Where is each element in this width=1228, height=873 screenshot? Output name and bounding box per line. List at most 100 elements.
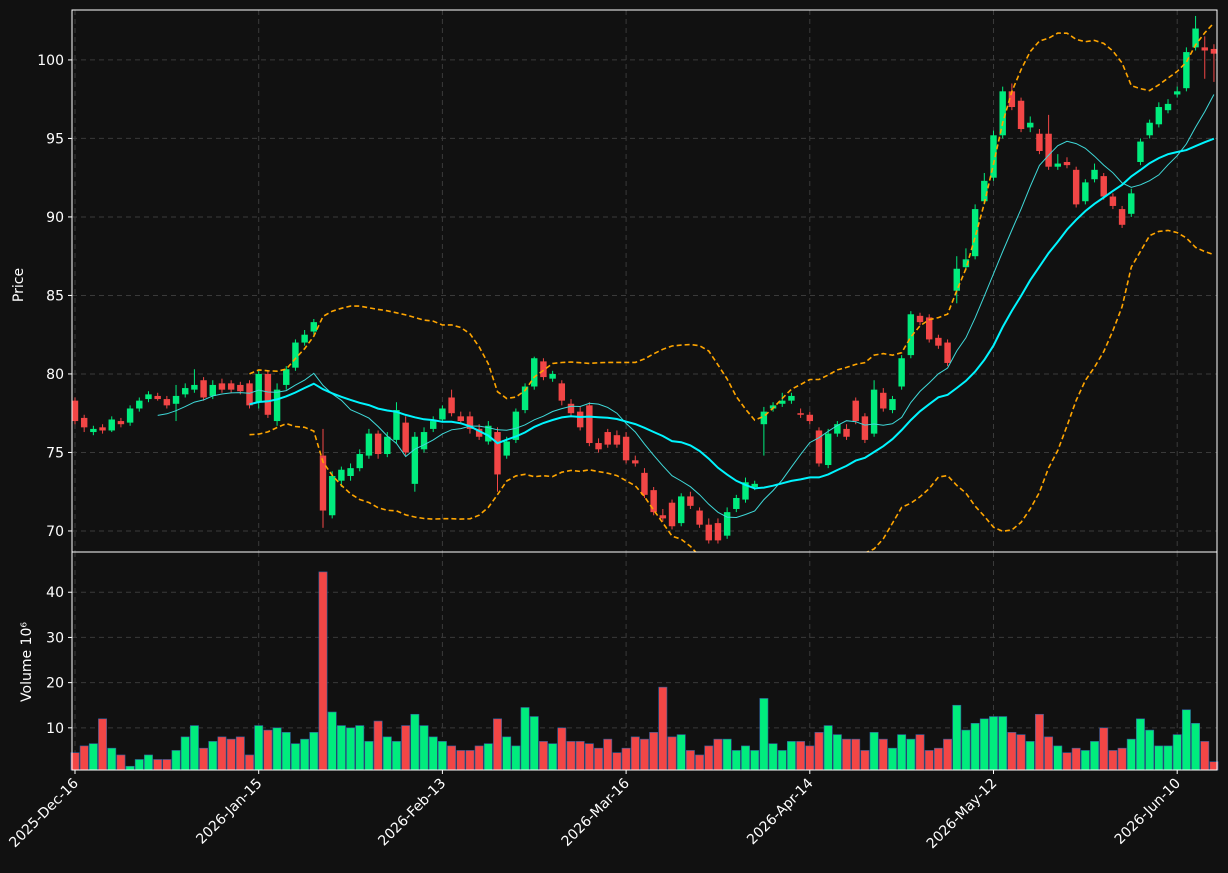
- candle-body: [659, 515, 667, 519]
- volume-bar: [814, 732, 824, 771]
- moving-average: [249, 137, 1215, 490]
- candle-body: [595, 443, 602, 450]
- candle-body: [218, 383, 226, 390]
- volume-bar: [1016, 734, 1026, 771]
- volume-bar: [447, 745, 457, 771]
- candle-body: [834, 424, 841, 434]
- candle-body: [420, 432, 428, 450]
- candle-body: [677, 496, 685, 524]
- volume-panel: [70, 571, 1219, 771]
- candle-body: [475, 428, 483, 437]
- candle-body: [136, 400, 143, 409]
- candle-body: [430, 421, 437, 429]
- volume-bar: [915, 734, 925, 771]
- volume-bar: [217, 736, 227, 771]
- candle-body: [622, 436, 630, 461]
- candle-body: [1063, 161, 1071, 166]
- candle-body: [402, 422, 409, 453]
- candle-body: [328, 476, 336, 516]
- volume-bar: [364, 741, 374, 771]
- volume-bar: [465, 750, 475, 771]
- volume-bar: [1025, 741, 1035, 771]
- candle-body: [457, 416, 464, 422]
- y-tick-label: 30: [46, 630, 64, 646]
- candle-body: [1137, 141, 1144, 162]
- volume-bar: [741, 745, 750, 771]
- candle-body: [1183, 52, 1190, 89]
- candle-body: [1146, 122, 1153, 136]
- volume-bar: [300, 738, 310, 771]
- candle-body: [760, 411, 768, 425]
- volume-bar: [952, 704, 962, 771]
- candle-body: [485, 425, 492, 442]
- candle-body: [356, 454, 363, 469]
- volume-bar: [548, 743, 558, 771]
- candle-body: [393, 410, 400, 440]
- candle-body: [1155, 107, 1163, 125]
- volume-bar: [199, 747, 209, 771]
- volume-bar: [1172, 734, 1182, 771]
- y-tick-label: 85: [46, 288, 64, 304]
- candle-body: [705, 524, 712, 541]
- volume-bar: [1181, 709, 1191, 771]
- candle-body: [466, 416, 474, 429]
- price-ylabel: Price: [11, 268, 27, 302]
- volume-bar: [511, 745, 521, 771]
- volume-bar: [1200, 741, 1210, 771]
- volume-bar: [419, 725, 429, 771]
- volume-bar: [245, 754, 254, 771]
- volume-bar: [529, 716, 539, 771]
- volume-bar: [327, 711, 337, 771]
- volume-bar: [1044, 736, 1054, 771]
- candle-body: [182, 388, 189, 395]
- candle-body: [1100, 176, 1107, 197]
- candle-body: [503, 441, 510, 456]
- volume-bar: [428, 736, 438, 771]
- candle-body: [154, 395, 161, 400]
- volume-bar: [254, 725, 264, 771]
- volume-bar: [630, 736, 640, 771]
- volume-bar: [768, 743, 778, 771]
- volume-bar: [1007, 732, 1017, 771]
- candle-body: [797, 413, 804, 415]
- volume-frame: [71, 551, 1218, 771]
- candle-body: [439, 408, 446, 420]
- candle-body: [632, 460, 639, 464]
- volume-bar: [1136, 718, 1145, 771]
- candle-body: [1128, 193, 1135, 214]
- candle-body: [889, 399, 896, 411]
- volume-bar: [235, 736, 245, 771]
- candle-body: [200, 380, 207, 398]
- volume-bar: [1062, 752, 1072, 771]
- volume-bar: [401, 725, 411, 771]
- candle-body: [283, 369, 290, 385]
- candle-body: [788, 395, 795, 401]
- volume-bar: [1071, 747, 1081, 771]
- candle-body: [1109, 196, 1117, 206]
- candle-body: [301, 334, 308, 343]
- candle-body: [981, 180, 988, 202]
- volume-bar: [621, 747, 631, 771]
- candle-body: [815, 430, 823, 464]
- volume-bar: [685, 750, 695, 771]
- candle-body: [613, 435, 621, 445]
- volume-bar: [603, 738, 613, 771]
- candle-body: [145, 394, 152, 400]
- volume-bar: [539, 741, 548, 771]
- candle-body: [650, 490, 657, 513]
- candle-body: [723, 512, 731, 536]
- candle-body: [292, 342, 299, 368]
- volume-bar: [998, 716, 1008, 771]
- volume-bar: [502, 736, 512, 771]
- volume-bar: [1145, 729, 1155, 771]
- volume-bar: [1126, 738, 1136, 771]
- candle-body: [687, 496, 694, 506]
- y-tick-label: 75: [46, 445, 64, 461]
- candle-body: [512, 411, 520, 440]
- candle-body: [668, 502, 676, 527]
- price-panel: [72, 15, 1217, 552]
- volume-bar: [897, 734, 907, 771]
- volume-bar: [263, 729, 273, 771]
- volume-bar: [456, 750, 466, 771]
- candle-body: [567, 403, 575, 414]
